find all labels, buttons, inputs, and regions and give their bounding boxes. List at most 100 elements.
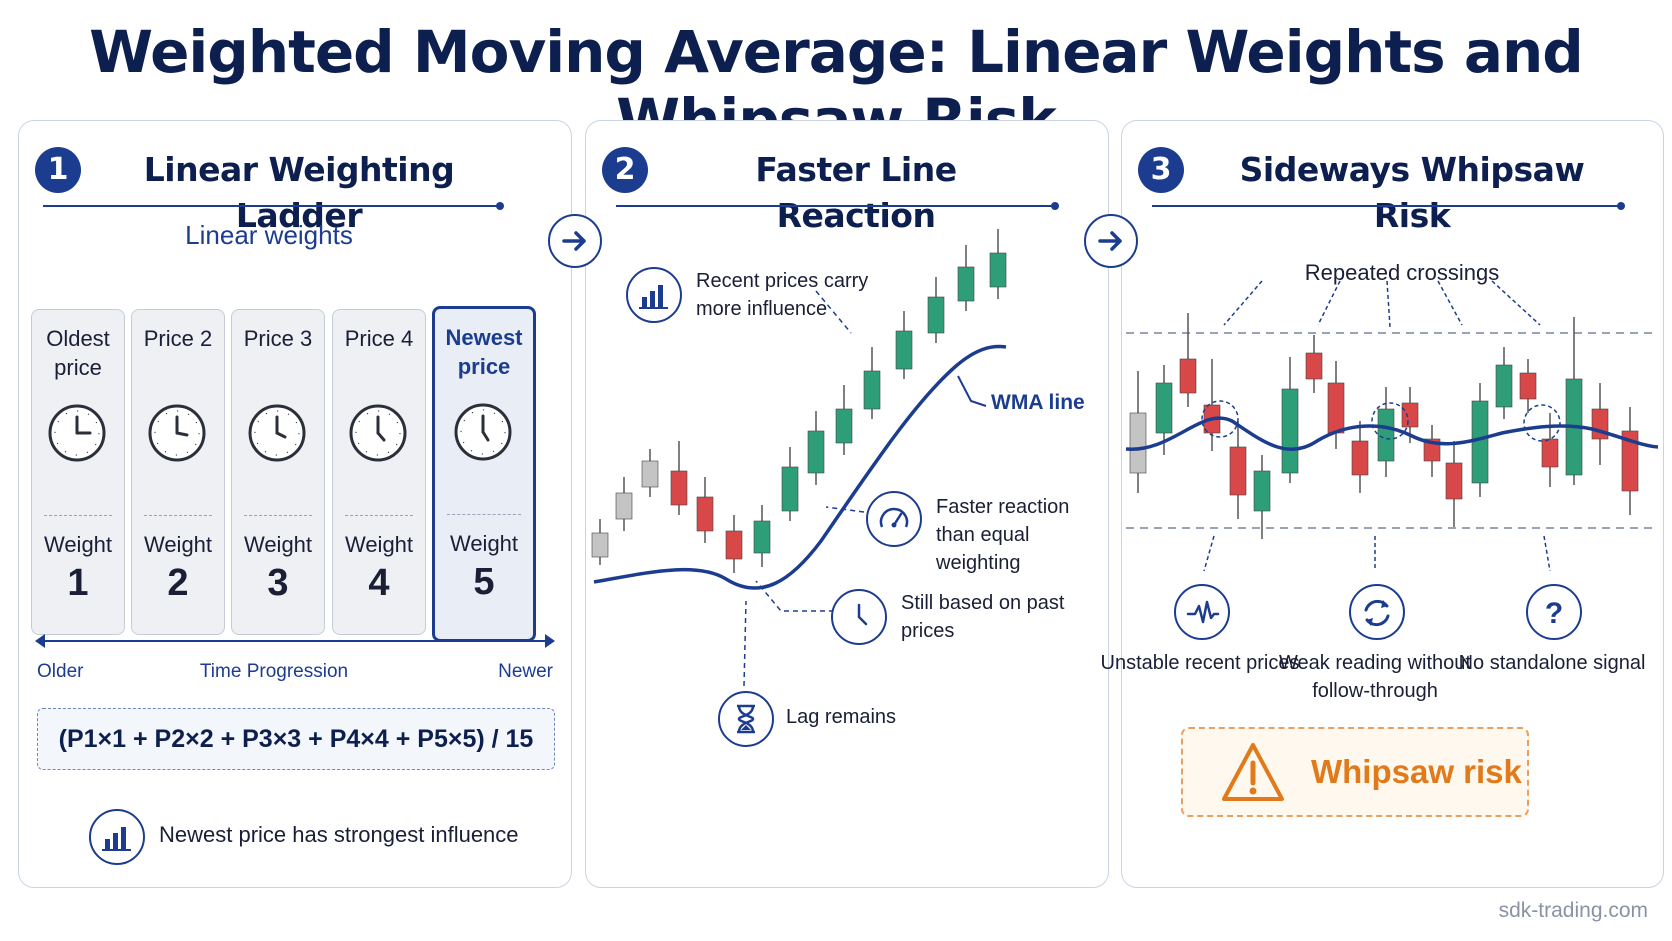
svg-text:?: ?: [1545, 597, 1563, 630]
clock-icon: [48, 404, 106, 462]
recent-prices-callout: Recent prices carry more influence: [696, 270, 869, 320]
clock-icon: [831, 589, 887, 645]
candle: [989, 252, 1007, 288]
panel-3-divider: [1152, 202, 1625, 210]
timeline-center-label: Time Progression: [199, 661, 349, 682]
candle: [781, 466, 799, 512]
candle: [1129, 412, 1147, 474]
pulse-icon: [1174, 584, 1230, 640]
sideways-chart: [1125, 280, 1659, 572]
weight-card: Oldest price Weight 1: [31, 309, 125, 635]
crossing-pointer: [1437, 280, 1463, 326]
crossing-pointer: [1223, 280, 1263, 326]
candle: [1377, 408, 1395, 462]
timeline-older-label: Older: [37, 661, 84, 682]
card-weight-label: Weight: [449, 531, 519, 556]
candle: [725, 530, 743, 560]
timeline-newer-label: Newer: [498, 661, 553, 682]
card-weight-value: 1: [67, 562, 89, 604]
panel-whipsaw-risk: 3 Sideways Whipsaw Risk Repeated crossin…: [1101, 120, 1664, 888]
past-prices-callout: Still based on past prices: [901, 592, 1065, 642]
card-divider: [244, 515, 312, 516]
crossing-pointer: [1317, 280, 1341, 326]
faster-reaction-pointer: [825, 506, 865, 513]
candle: [807, 430, 825, 474]
crossing-marker: [1371, 402, 1409, 440]
hourglass-icon: [718, 691, 774, 747]
range-pointer: [1543, 535, 1551, 572]
question-icon: ?: [1526, 584, 1582, 640]
candle: [895, 330, 913, 370]
candle: [1305, 352, 1323, 380]
candle: [1445, 462, 1463, 500]
speedometer-icon: [866, 491, 922, 547]
candle: [1253, 470, 1271, 512]
clock-icon: [349, 404, 407, 462]
card-price-label: Price 3: [243, 326, 313, 351]
whipsaw-warning-box: Whipsaw risk: [1181, 727, 1529, 817]
whipsaw-warning-text: Whipsaw risk: [1311, 753, 1522, 790]
linear-weights-label: Linear weights: [185, 220, 353, 250]
lag-remains-callout: Lag remains: [786, 706, 897, 728]
card-weight-value: 2: [167, 562, 189, 604]
warning-icon: [1222, 743, 1284, 801]
range-pointer: [1203, 535, 1215, 572]
clock-icon: [148, 404, 206, 462]
wma-line: [593, 344, 1007, 590]
candle: [696, 496, 714, 532]
footer-source: sdk-trading.com: [1498, 899, 1648, 922]
weight-card: Price 4 Weight 4: [332, 309, 426, 635]
bar-chart-icon: [626, 267, 682, 323]
candle: [1281, 388, 1299, 474]
wma-line-label: WMA line: [991, 391, 1085, 414]
crossing-pointer: [1386, 280, 1391, 328]
weight-card: Price 2 Weight 2: [131, 309, 225, 635]
faster-reaction-callout: Faster reaction than equal weighting: [936, 496, 1070, 574]
candle: [1495, 364, 1513, 408]
panel-2-title: Faster Line Reaction: [755, 150, 957, 235]
candle: [1621, 430, 1639, 492]
refresh-icon: [1349, 584, 1405, 640]
weight-card: Price 3 Weight 3: [231, 309, 325, 635]
next-arrow-icon: [1084, 214, 1138, 268]
candle: [615, 492, 633, 520]
step-badge-3: 3: [1138, 147, 1184, 193]
clock-icon: [454, 403, 512, 461]
candle: [1401, 402, 1419, 428]
candle: [1519, 372, 1537, 400]
card-weight-value: 4: [368, 562, 390, 604]
candle: [753, 520, 771, 554]
panel-2-divider: [616, 202, 1059, 210]
cause-label: No standalone signal: [1458, 652, 1646, 674]
weight-card: Newest price Weight 5: [432, 306, 536, 642]
candle: [927, 296, 945, 334]
candle: [835, 408, 853, 444]
card-weight-label: Weight: [43, 532, 113, 557]
wma-formula: (P1×1 + P2×2 + P3×3 + P4×4 + P5×5) / 15: [37, 708, 555, 770]
candle: [957, 266, 975, 302]
wma-line-pointer: [957, 375, 987, 407]
candle: [1179, 358, 1197, 394]
step-badge-1: 1: [35, 147, 81, 193]
candle: [591, 532, 609, 558]
crossing-pointer: [1491, 280, 1541, 326]
card-divider: [144, 515, 212, 516]
candle: [670, 470, 688, 506]
card-divider: [345, 515, 413, 516]
candle: [641, 460, 659, 488]
wma-line: [1125, 416, 1659, 451]
next-arrow-icon: [548, 214, 602, 268]
candle: [863, 370, 881, 410]
card-divider: [447, 514, 521, 515]
card-price-label: Price 4: [344, 326, 414, 351]
candle: [1229, 446, 1247, 496]
card-weight-label: Weight: [344, 532, 414, 557]
panel-3-title: Sideways Whipsaw Risk: [1239, 150, 1585, 235]
newest-influence-note: Newest price has strongest influence: [159, 822, 519, 847]
candle: [1351, 440, 1369, 476]
crossing-marker: [1523, 404, 1561, 442]
cause-label: Unstable recent prices: [1100, 652, 1300, 674]
card-price-label: Price 2: [143, 326, 213, 351]
time-progression-arrow: [35, 634, 555, 648]
card-weight-value: 3: [267, 562, 289, 604]
